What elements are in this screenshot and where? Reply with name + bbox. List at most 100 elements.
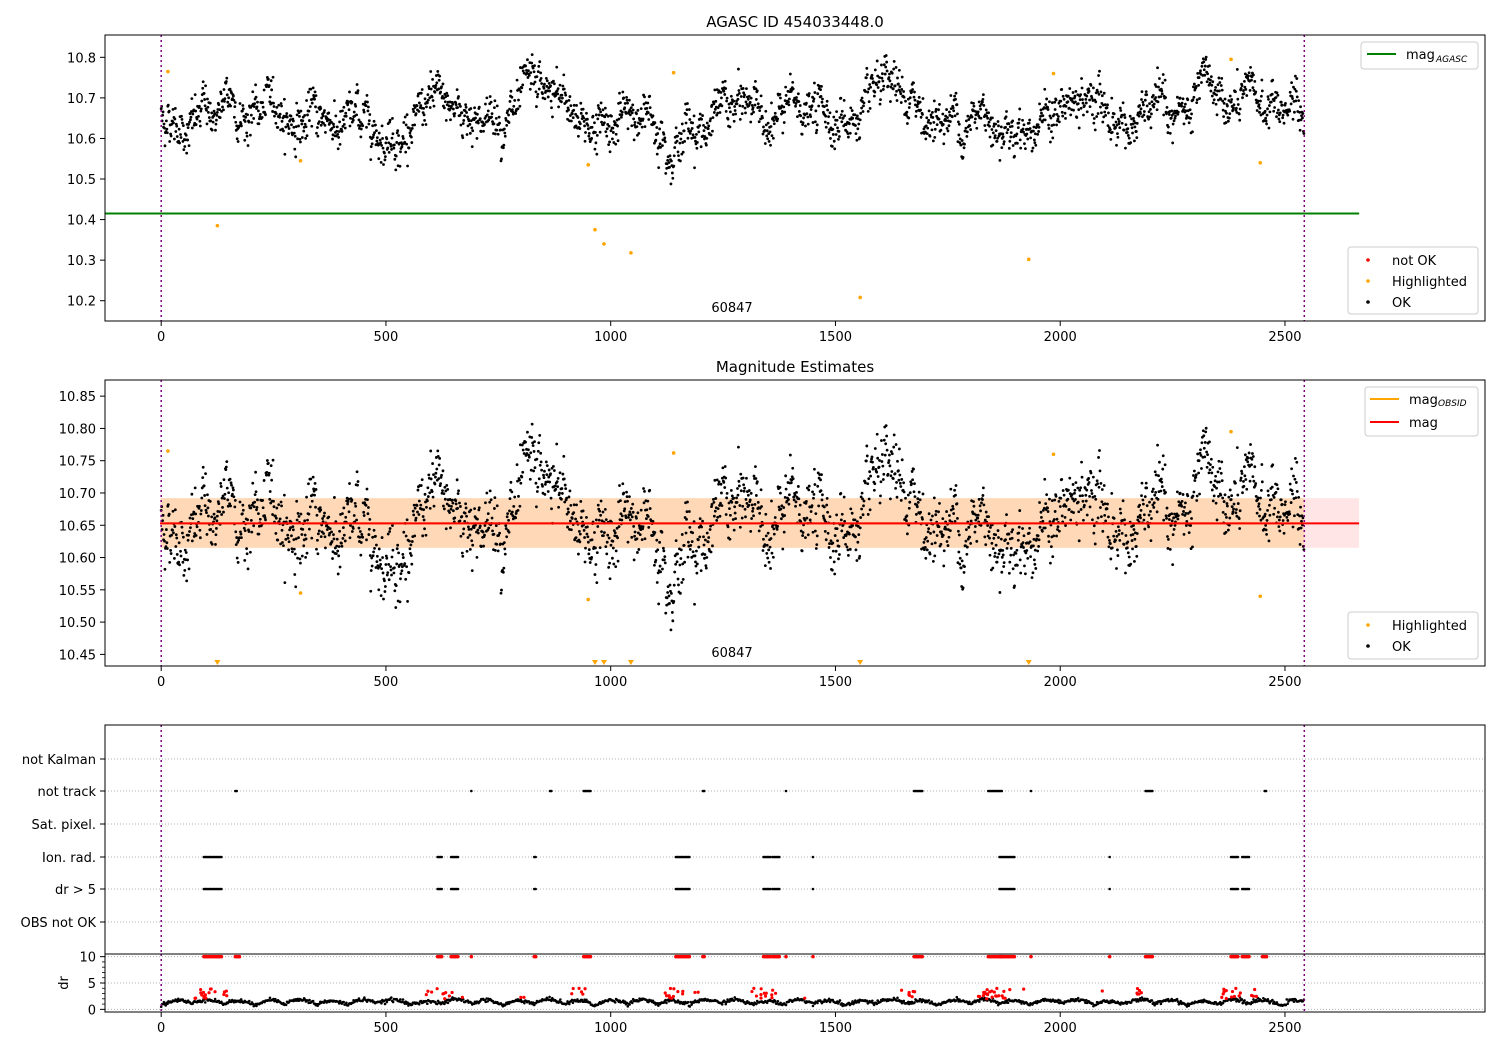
ok-point xyxy=(1242,479,1245,483)
agasc-xtick-label: 0 xyxy=(157,330,165,345)
ok-point xyxy=(250,530,254,534)
ok-point xyxy=(499,542,502,546)
ok-point xyxy=(1073,94,1077,98)
ok-point xyxy=(1184,116,1188,120)
ok-point xyxy=(1116,548,1119,552)
ok-point xyxy=(882,84,886,88)
ok-point xyxy=(899,92,903,96)
ok-point xyxy=(865,73,869,77)
ok-point xyxy=(981,498,984,502)
ok-point xyxy=(246,567,250,571)
ok-point xyxy=(304,136,308,140)
ok-point xyxy=(424,123,428,126)
ok-point xyxy=(591,114,595,118)
legend-label: not OK xyxy=(1392,254,1437,269)
ok-point xyxy=(859,495,863,499)
ok-point xyxy=(251,481,255,485)
ok-point xyxy=(712,500,716,504)
ok-point xyxy=(1058,505,1062,508)
ok-point xyxy=(1225,111,1228,115)
ok-point xyxy=(669,589,672,593)
ok-point xyxy=(567,108,570,112)
ok-point xyxy=(754,98,758,101)
ok-point xyxy=(1263,109,1267,113)
ok-point xyxy=(848,131,852,135)
ok-point xyxy=(605,552,609,556)
ok-point xyxy=(737,67,740,71)
ok-point xyxy=(1299,505,1302,509)
ok-point xyxy=(693,135,697,139)
ok-point xyxy=(1242,92,1246,96)
ok-point xyxy=(1197,83,1201,87)
ok-point xyxy=(310,499,314,503)
ok-point xyxy=(742,483,746,487)
ok-point xyxy=(700,117,704,121)
ok-point xyxy=(190,97,194,101)
ok-point xyxy=(1281,113,1285,117)
ok-point xyxy=(988,135,992,139)
ok-point xyxy=(333,99,336,103)
highlighted-point xyxy=(298,158,303,163)
ok-point xyxy=(431,78,434,81)
ok-point xyxy=(910,90,914,94)
ok-point xyxy=(222,510,225,514)
ok-point xyxy=(1138,104,1142,107)
ok-point xyxy=(400,145,404,149)
ok-point xyxy=(1161,73,1165,76)
ok-point xyxy=(1027,121,1031,125)
ok-point xyxy=(1063,111,1067,115)
ok-point xyxy=(1043,118,1047,122)
ok-point xyxy=(1192,474,1195,477)
ok-point xyxy=(247,120,251,124)
ok-point xyxy=(1291,492,1294,496)
ok-point xyxy=(1132,116,1135,120)
ok-point xyxy=(235,137,239,141)
ok-point xyxy=(578,540,582,544)
ok-point xyxy=(941,112,945,116)
ok-point xyxy=(1117,122,1121,126)
ok-point xyxy=(993,134,997,138)
ok-point xyxy=(593,121,596,125)
ok-point xyxy=(1223,493,1227,497)
ok-point xyxy=(1260,463,1264,466)
ok-point xyxy=(764,512,768,516)
ok-point xyxy=(518,104,522,108)
ok-point xyxy=(736,97,740,101)
ok-point xyxy=(1273,106,1277,109)
ok-point xyxy=(396,129,400,133)
ok-point xyxy=(450,505,453,508)
ok-point xyxy=(241,508,245,512)
ok-point xyxy=(1005,513,1008,517)
ok-point xyxy=(527,73,531,77)
ok-point xyxy=(414,516,418,520)
ok-point xyxy=(1058,104,1062,108)
ok-point xyxy=(1278,111,1282,115)
ok-point xyxy=(1166,547,1170,550)
ok-point xyxy=(1238,118,1242,122)
ok-point xyxy=(1189,116,1192,120)
ok-point xyxy=(291,528,295,532)
ok-point xyxy=(205,122,209,126)
ok-point xyxy=(366,512,370,516)
ok-point xyxy=(470,569,474,573)
ok-point xyxy=(1050,499,1054,503)
ok-point xyxy=(824,538,828,542)
ok-point xyxy=(1016,538,1020,542)
ok-point xyxy=(1001,553,1005,557)
ok-point xyxy=(1147,513,1151,517)
ok-point xyxy=(279,102,283,105)
ok-point xyxy=(577,529,581,533)
ok-point xyxy=(206,514,210,518)
ok-point xyxy=(312,489,316,493)
ok-point xyxy=(813,529,817,533)
ok-point xyxy=(171,107,175,111)
ok-point xyxy=(752,514,755,518)
ok-point xyxy=(1238,509,1242,513)
ok-point xyxy=(403,562,407,565)
magnitude-ytick-label: 10.60 xyxy=(59,552,96,567)
ok-point xyxy=(535,457,539,461)
ok-point xyxy=(330,127,334,130)
ok-point xyxy=(845,533,848,536)
ok-point xyxy=(390,573,393,577)
ok-point xyxy=(1159,489,1163,493)
